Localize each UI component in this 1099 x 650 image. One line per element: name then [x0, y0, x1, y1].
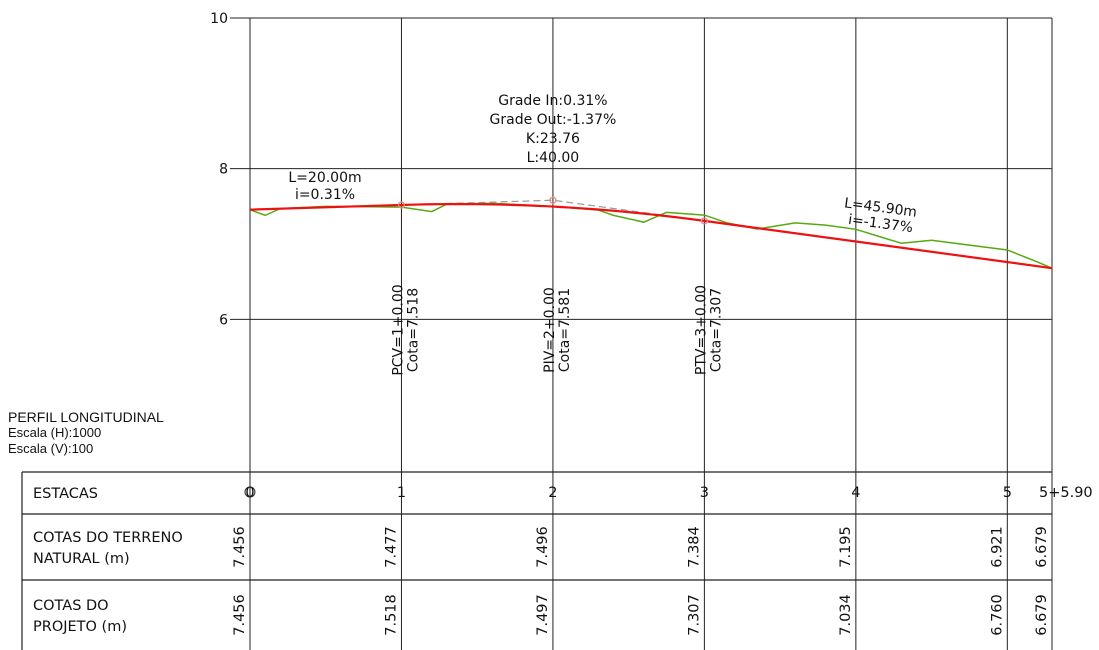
station-label: 0	[245, 485, 254, 501]
project-elevation-value: 7.307	[686, 594, 702, 636]
chart-grid	[230, 17, 1053, 650]
row-header-label: NATURAL (m)	[33, 551, 130, 567]
terrain-line	[249, 202, 1053, 269]
row-header-label: COTAS DO	[33, 598, 109, 614]
project-elevation-value: 7.034	[838, 594, 854, 636]
terrain-elevation-value: 7.456	[232, 526, 248, 568]
station-label: 1	[397, 485, 406, 501]
curve-point-marker	[549, 196, 557, 204]
vertical-curve-label: L:40.00	[527, 150, 580, 166]
data-table: ESTACAS COTAS DO TERRENO NATURAL (m) COTAS …	[21, 471, 1093, 650]
vertical-curve-label: K:23.76	[526, 131, 580, 147]
curve-point-name: PIV=2+0.00	[542, 287, 558, 373]
vertical-curve-label: Grade In:0.31%	[498, 93, 607, 109]
profile-title: PERFIL LONGITUDINAL	[8, 409, 164, 425]
station-label: 3	[700, 485, 709, 501]
terrain-elevation-value: 6.921	[989, 526, 1005, 568]
project-elevation-value: 6.679	[1034, 594, 1050, 636]
station-label: 4	[851, 485, 860, 501]
curve-point-cota: Cota=7.307	[708, 288, 724, 372]
row-header-label: COTAS DO TERRENO	[33, 530, 183, 546]
curve-point-name: PTV=3+0.00	[693, 285, 709, 375]
terrain-elevation-value: 7.195	[838, 526, 854, 568]
profile-legend: PERFIL LONGITUDINAL Escala (H):1000 Esca…	[8, 409, 164, 457]
project-series	[249, 202, 1053, 270]
terrain-series	[249, 202, 1053, 269]
row-header-label: PROJETO (m)	[33, 619, 127, 635]
terrain-elevation-value: 7.477	[383, 526, 399, 568]
y-tick-label: 10	[210, 11, 228, 27]
y-axis-ticks: 6 8 10	[210, 11, 228, 328]
horizontal-scale: Escala (H):1000	[8, 425, 102, 440]
grade-in-label: i=0.31%	[295, 187, 355, 203]
grade-in-label: L=20.00m	[288, 170, 361, 186]
station-label: 5+5.90	[1039, 485, 1093, 501]
vertical-scale: Escala (V):100	[8, 441, 94, 456]
station-label: 5	[1003, 485, 1012, 501]
project-elevation-value: 7.456	[232, 594, 248, 636]
terrain-elevation-value: 6.679	[1034, 526, 1050, 568]
terrain-elevation-value: 7.384	[686, 526, 702, 568]
station-label: 2	[548, 485, 557, 501]
y-tick-label: 8	[219, 162, 228, 178]
y-tick-label: 6	[219, 312, 228, 328]
vertical-curve-label: Grade Out:-1.37%	[490, 112, 617, 128]
curve-point-cota: Cota=7.518	[405, 288, 421, 372]
annotations: Grade In:0.31% Grade Out:-1.37% K:23.76 L:4…	[288, 93, 918, 376]
curve-point-name: PCV=1+0.00	[390, 284, 406, 375]
row-header-label: ESTACAS	[33, 486, 98, 502]
curve-point-cota: Cota=7.581	[557, 288, 573, 372]
station-zero-marker	[244, 486, 256, 498]
curve-point-marker	[700, 217, 709, 225]
project-elevation-value: 6.760	[989, 594, 1005, 636]
project-line	[249, 202, 1053, 270]
curve-point-marker	[397, 201, 406, 209]
vertical-curve-markers	[397, 196, 709, 225]
terrain-elevation-value: 7.496	[535, 526, 551, 568]
project-elevation-value: 7.497	[535, 594, 551, 636]
project-elevation-value: 7.518	[383, 594, 399, 636]
